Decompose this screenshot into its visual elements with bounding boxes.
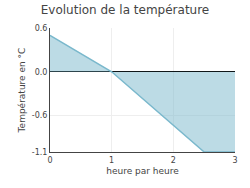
svg-text:0.0: 0.0 bbox=[35, 68, 48, 77]
svg-text:heure par heure: heure par heure bbox=[106, 166, 179, 176]
svg-text:-0.6: -0.6 bbox=[32, 111, 48, 120]
svg-text:2: 2 bbox=[171, 156, 176, 165]
svg-text:1: 1 bbox=[109, 156, 114, 165]
svg-text:-1.1: -1.1 bbox=[32, 148, 48, 157]
svg-text:Evolution de la température: Evolution de la température bbox=[41, 3, 210, 17]
svg-text:0: 0 bbox=[47, 156, 52, 165]
svg-text:0.6: 0.6 bbox=[35, 24, 48, 33]
svg-text:3: 3 bbox=[232, 156, 237, 165]
svg-text:Température en °C: Température en °C bbox=[17, 48, 27, 134]
